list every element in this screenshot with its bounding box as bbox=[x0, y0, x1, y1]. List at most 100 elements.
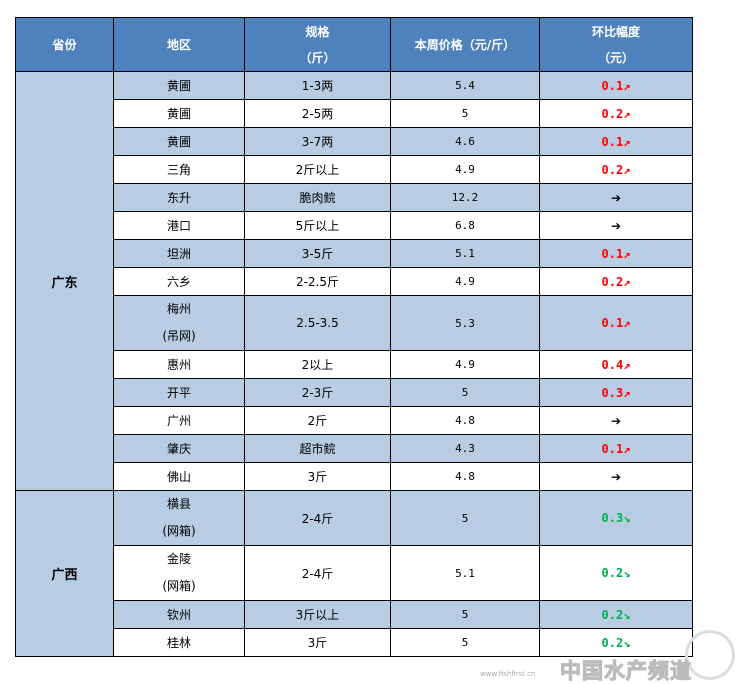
spec-cell: 2斤以上 bbox=[244, 155, 391, 184]
table-row: 东升 脆肉鲩 12.2 ➔ bbox=[16, 183, 693, 212]
table-row: 惠州 2以上 4.9 0.4↗ bbox=[16, 350, 693, 379]
spec-value: 3斤以上 bbox=[295, 608, 340, 622]
region-name: 开平 bbox=[166, 386, 191, 400]
spec-cell: 2-5两 bbox=[244, 99, 391, 128]
spec-value: 2斤 bbox=[307, 414, 328, 428]
price-value: 4.3 bbox=[455, 442, 475, 455]
header-spec-line2: （斤） bbox=[299, 50, 336, 65]
spec-value: 3-5斤 bbox=[301, 247, 334, 261]
table-row: 广东 黄圃 1-3两 5.4 0.1↗ bbox=[15, 71, 693, 491]
price-cell: 5.4 bbox=[390, 71, 540, 100]
change-cell: ➔ bbox=[539, 183, 693, 212]
price-value: 5 bbox=[461, 107, 469, 120]
price-cell: 5.1 bbox=[390, 545, 540, 601]
region-name: 肇庆 bbox=[166, 442, 191, 456]
header-spec-line1: 规格 bbox=[305, 24, 330, 39]
region-cell: 东升 bbox=[113, 183, 245, 212]
header-row: 省份 地区 规格 （斤） 本周价格（元/斤） 环比幅度 （元） bbox=[15, 17, 693, 72]
header-province: 省份 bbox=[15, 17, 114, 72]
watermark-globe-icon bbox=[685, 630, 735, 680]
change-value-flat: ➔ bbox=[610, 190, 622, 205]
spec-value: 超市鲩 bbox=[299, 442, 336, 456]
table-row: 黄圃 3-7两 4.6 0.1↗ bbox=[16, 127, 693, 156]
region-name: 金陵 bbox=[166, 552, 191, 566]
region-cell: 肇庆 bbox=[113, 434, 245, 463]
spec-value: 2以上 bbox=[301, 358, 334, 372]
header-price: 本周价格（元/斤） bbox=[390, 17, 540, 72]
region-cell: 港口 bbox=[113, 211, 245, 240]
price-value: 5 bbox=[461, 608, 469, 621]
region-cell: 金陵 (网箱) bbox=[113, 545, 245, 601]
change-cell: 0.3↘ bbox=[539, 490, 693, 546]
spec-cell: 2-4斤 bbox=[244, 545, 391, 601]
region-note: (吊网) bbox=[162, 329, 196, 343]
region-cell: 钦州 bbox=[113, 600, 245, 629]
region-cell: 梅州 (吊网) bbox=[113, 295, 245, 351]
change-value-up: 0.1↗ bbox=[601, 246, 631, 261]
region-cell: 六乡 bbox=[113, 267, 245, 296]
region-name: 六乡 bbox=[166, 275, 191, 289]
change-cell: ➔ bbox=[539, 462, 693, 491]
region-cell: 三角 bbox=[113, 155, 245, 184]
spec-value: 2-4斤 bbox=[301, 511, 334, 526]
change-value-flat: ➔ bbox=[610, 218, 622, 233]
table-row: 广州 2斤 4.8 ➔ bbox=[16, 406, 693, 435]
price-cell: 12.2 bbox=[390, 183, 540, 212]
table-row: 黄圃 2-5两 5 0.2↗ bbox=[16, 99, 693, 128]
region-name: 东升 bbox=[166, 191, 191, 205]
table-row: 佛山 3斤 4.8 ➔ bbox=[16, 462, 693, 491]
change-value-up: 0.3↗ bbox=[601, 385, 631, 400]
change-value-down: 0.2↘ bbox=[601, 566, 631, 580]
change-cell: 0.2↘ bbox=[539, 628, 693, 657]
change-value-up: 0.2↗ bbox=[601, 274, 631, 289]
change-value-down: 0.3↘ bbox=[601, 511, 631, 525]
change-cell: ➔ bbox=[539, 406, 693, 435]
price-cell: 5.3 bbox=[390, 295, 540, 351]
table-body: 广东 黄圃 1-3两 5.4 0.1↗ 黄圃 2-5两 5 0.2↗ 黄圃 3-7两 4.6 0.1↗ 三… bbox=[15, 71, 693, 657]
region-cell: 黄圃 bbox=[113, 99, 245, 128]
spec-value: 2-2.5斤 bbox=[295, 275, 340, 289]
price-value: 4.9 bbox=[455, 275, 475, 288]
price-cell: 5 bbox=[390, 99, 540, 128]
header-change: 环比幅度 （元） bbox=[539, 17, 693, 72]
spec-value: 2-4斤 bbox=[301, 566, 334, 581]
change-cell: 0.1↗ bbox=[539, 434, 693, 463]
region-name: 黄圃 bbox=[166, 79, 191, 93]
table-row: 六乡 2-2.5斤 4.9 0.2↗ bbox=[16, 267, 693, 296]
price-value: 5.4 bbox=[455, 79, 475, 92]
region-name: 梅州 bbox=[166, 302, 191, 316]
spec-cell: 3斤 bbox=[244, 628, 391, 657]
region-name: 佛山 bbox=[166, 470, 191, 484]
table-row: 梅州 (吊网) 2.5-3.5 5.3 0.1↗ bbox=[16, 295, 693, 351]
region-cell: 惠州 bbox=[113, 350, 245, 379]
spec-value: 3斤 bbox=[307, 636, 328, 650]
table-row: 三角 2斤以上 4.9 0.2↗ bbox=[16, 155, 693, 184]
region-cell: 黄圃 bbox=[113, 127, 245, 156]
change-cell: 0.4↗ bbox=[539, 350, 693, 379]
price-value: 4.6 bbox=[455, 135, 475, 148]
spec-value: 2.5-3.5 bbox=[296, 316, 339, 330]
price-cell: 5 bbox=[390, 490, 540, 546]
header-region: 地区 bbox=[113, 17, 245, 72]
region-cell: 横县 (网箱) bbox=[113, 490, 245, 546]
region-name: 黄圃 bbox=[166, 107, 191, 121]
table-row: 港口 5斤以上 6.8 ➔ bbox=[16, 211, 693, 240]
region-name: 广州 bbox=[166, 414, 191, 428]
change-cell: 0.2↗ bbox=[539, 267, 693, 296]
spec-cell: 3-5斤 bbox=[244, 239, 391, 268]
spec-value: 2-3斤 bbox=[301, 386, 334, 400]
region-name: 港口 bbox=[166, 219, 191, 233]
change-value-up: 0.4↗ bbox=[601, 357, 631, 372]
price-cell: 4.9 bbox=[390, 350, 540, 379]
spec-cell: 2.5-3.5 bbox=[244, 295, 391, 351]
region-name: 坦洲 bbox=[166, 247, 191, 261]
region-name: 惠州 bbox=[166, 358, 191, 372]
table-row: 开平 2-3斤 5 0.3↗ bbox=[16, 378, 693, 407]
table-row: 钦州 3斤以上 5 0.2↘ bbox=[16, 600, 693, 629]
price-cell: 5.1 bbox=[390, 239, 540, 268]
region-name: 三角 bbox=[166, 163, 191, 177]
change-value-down: 0.2↘ bbox=[601, 607, 631, 622]
region-cell: 广州 bbox=[113, 406, 245, 435]
spec-cell: 2斤 bbox=[244, 406, 391, 435]
table-row: 广西 横县 (网箱) 2-4斤 5 0.3↘ bbox=[15, 490, 693, 657]
